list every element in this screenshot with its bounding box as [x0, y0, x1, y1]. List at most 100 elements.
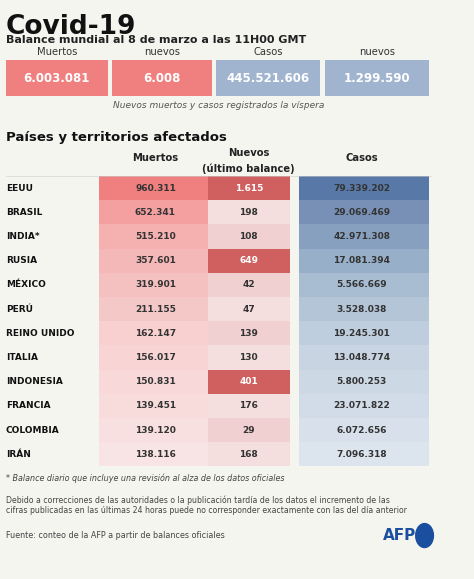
FancyBboxPatch shape — [99, 321, 212, 346]
Text: 17.081.394: 17.081.394 — [333, 256, 390, 265]
FancyBboxPatch shape — [299, 176, 429, 200]
Text: 23.071.822: 23.071.822 — [333, 401, 390, 411]
Text: 162.147: 162.147 — [135, 329, 176, 338]
Text: COLOMBIA: COLOMBIA — [6, 426, 59, 435]
Text: 652.341: 652.341 — [135, 208, 176, 217]
FancyBboxPatch shape — [208, 248, 290, 273]
FancyBboxPatch shape — [299, 225, 429, 248]
Text: IRÁN: IRÁN — [6, 450, 31, 459]
FancyBboxPatch shape — [112, 60, 212, 97]
Text: Casos: Casos — [346, 153, 378, 163]
FancyBboxPatch shape — [299, 321, 429, 346]
Text: 79.339.202: 79.339.202 — [333, 184, 390, 193]
FancyBboxPatch shape — [99, 297, 212, 321]
Text: 357.601: 357.601 — [135, 256, 176, 265]
Text: 139: 139 — [239, 329, 258, 338]
Circle shape — [415, 523, 434, 548]
Text: 211.155: 211.155 — [135, 305, 176, 314]
FancyBboxPatch shape — [208, 369, 290, 394]
Text: nuevos: nuevos — [144, 47, 180, 57]
Text: BRASIL: BRASIL — [6, 208, 42, 217]
FancyBboxPatch shape — [99, 176, 212, 200]
Text: 130: 130 — [239, 353, 258, 362]
FancyBboxPatch shape — [299, 297, 429, 321]
Text: 6.003.081: 6.003.081 — [24, 72, 90, 85]
FancyBboxPatch shape — [299, 346, 429, 369]
Text: Balance mundial al 8 de marzo a las 11H00 GMT: Balance mundial al 8 de marzo a las 11H0… — [6, 35, 306, 45]
FancyBboxPatch shape — [208, 346, 290, 369]
FancyBboxPatch shape — [99, 346, 212, 369]
Text: 19.245.301: 19.245.301 — [333, 329, 390, 338]
FancyBboxPatch shape — [208, 394, 290, 418]
FancyBboxPatch shape — [299, 200, 429, 225]
Text: 150.831: 150.831 — [135, 377, 176, 386]
Text: 13.048.774: 13.048.774 — [333, 353, 390, 362]
Text: PERÚ: PERÚ — [6, 305, 33, 314]
Text: 319.901: 319.901 — [135, 280, 176, 290]
FancyBboxPatch shape — [99, 418, 212, 442]
Text: 156.017: 156.017 — [135, 353, 176, 362]
Text: FRANCIA: FRANCIA — [6, 401, 50, 411]
Text: 176: 176 — [239, 401, 258, 411]
Text: 960.311: 960.311 — [135, 184, 176, 193]
Text: * Balance diario que incluye una revisión al alza de los datos oficiales: * Balance diario que incluye una revisió… — [6, 473, 284, 483]
FancyBboxPatch shape — [99, 200, 212, 225]
Text: MÉXICO: MÉXICO — [6, 280, 46, 290]
FancyBboxPatch shape — [299, 248, 429, 273]
Text: 108: 108 — [239, 232, 258, 241]
Text: Muertos: Muertos — [36, 47, 77, 57]
Text: 401: 401 — [239, 377, 258, 386]
Text: 5.800.253: 5.800.253 — [337, 377, 387, 386]
FancyBboxPatch shape — [208, 225, 290, 248]
Text: Casos: Casos — [254, 47, 283, 57]
FancyBboxPatch shape — [299, 394, 429, 418]
Text: 515.210: 515.210 — [135, 232, 176, 241]
Text: AFP: AFP — [383, 528, 417, 543]
Text: 139.451: 139.451 — [135, 401, 176, 411]
FancyBboxPatch shape — [325, 60, 429, 97]
Text: (último balance): (último balance) — [202, 163, 295, 174]
FancyBboxPatch shape — [99, 369, 212, 394]
FancyBboxPatch shape — [299, 442, 429, 467]
Text: RUSIA: RUSIA — [6, 256, 37, 265]
Text: INDIA*: INDIA* — [6, 232, 39, 241]
Text: EEUU: EEUU — [6, 184, 33, 193]
Text: 138.116: 138.116 — [135, 450, 176, 459]
Text: 445.521.606: 445.521.606 — [227, 72, 310, 85]
Text: Nuevos muertos y casos registrados la víspera: Nuevos muertos y casos registrados la ví… — [113, 101, 324, 110]
Text: 6.008: 6.008 — [143, 72, 181, 85]
Text: 168: 168 — [239, 450, 258, 459]
Text: Nuevos: Nuevos — [228, 148, 270, 158]
Text: 1.299.590: 1.299.590 — [344, 72, 410, 85]
FancyBboxPatch shape — [99, 442, 212, 467]
FancyBboxPatch shape — [208, 200, 290, 225]
Text: 42.971.308: 42.971.308 — [333, 232, 390, 241]
FancyBboxPatch shape — [208, 321, 290, 346]
Text: nuevos: nuevos — [359, 47, 395, 57]
FancyBboxPatch shape — [299, 273, 429, 297]
Text: Fuente: conteo de la AFP a partir de balances oficiales: Fuente: conteo de la AFP a partir de bal… — [6, 531, 225, 540]
Text: REINO UNIDO: REINO UNIDO — [6, 329, 74, 338]
Text: Debido a correcciones de las autoridades o la publicación tardía de los datos el: Debido a correcciones de las autoridades… — [6, 495, 407, 515]
FancyBboxPatch shape — [208, 176, 290, 200]
Text: INDONESIA: INDONESIA — [6, 377, 63, 386]
Text: 198: 198 — [239, 208, 258, 217]
FancyBboxPatch shape — [208, 297, 290, 321]
FancyBboxPatch shape — [208, 273, 290, 297]
FancyBboxPatch shape — [99, 225, 212, 248]
FancyBboxPatch shape — [99, 394, 212, 418]
FancyBboxPatch shape — [299, 369, 429, 394]
Text: Muertos: Muertos — [132, 153, 179, 163]
Text: 1.615: 1.615 — [235, 184, 263, 193]
Text: 42: 42 — [243, 280, 255, 290]
FancyBboxPatch shape — [216, 60, 320, 97]
FancyBboxPatch shape — [208, 442, 290, 467]
Text: ITALIA: ITALIA — [6, 353, 38, 362]
FancyBboxPatch shape — [99, 248, 212, 273]
Text: 29: 29 — [243, 426, 255, 435]
Text: 7.096.318: 7.096.318 — [337, 450, 387, 459]
Text: 6.072.656: 6.072.656 — [337, 426, 387, 435]
FancyBboxPatch shape — [208, 418, 290, 442]
FancyBboxPatch shape — [99, 273, 212, 297]
Text: 649: 649 — [239, 256, 258, 265]
